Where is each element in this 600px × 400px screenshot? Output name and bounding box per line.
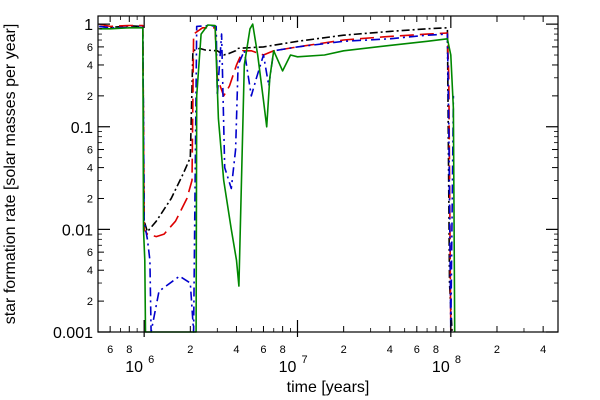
x-minor-tick-label: 2	[187, 344, 193, 356]
x-minor-tick-label: 6	[107, 344, 113, 356]
y-tick-label: 0.001	[53, 325, 93, 342]
series-line-1	[99, 25, 453, 333]
x-minor-tick-label: 8	[433, 344, 439, 356]
tick-marks-group	[97, 16, 558, 337]
x-tick-label-exponent: 6	[148, 354, 154, 366]
x-minor-tick-label: 8	[280, 344, 286, 356]
y-axis-label: star formation rate [solar masses per ye…	[2, 24, 19, 325]
x-tick-label-base: 10	[432, 359, 450, 376]
x-minor-tick-label: 8	[126, 344, 132, 356]
y-tick-label: 0.1	[71, 120, 93, 137]
tick-labels-group: 1 0.1 0.01 0.001 6 4 2 6 4 2 6 4 2 10 6 10 7 10 8 6 8 2 4 6 8 2 4 6…	[53, 17, 546, 376]
plot-series-group	[99, 23, 456, 333]
series-line-2	[99, 23, 452, 333]
series-line-4	[99, 23, 456, 333]
y-minor-tick-label: 2	[87, 91, 93, 103]
y-minor-tick-label: 4	[87, 60, 93, 72]
y-minor-tick-label: 2	[87, 193, 93, 205]
x-minor-tick-label: 4	[233, 344, 239, 356]
y-minor-tick-label: 4	[87, 163, 93, 175]
x-minor-tick-label: 4	[387, 344, 393, 356]
x-tick-label-exponent: 8	[455, 354, 461, 366]
y-tick-label: 1	[84, 17, 93, 34]
x-minor-tick-label: 4	[540, 344, 546, 356]
y-minor-tick-label: 6	[87, 42, 93, 54]
y-tick-label: 0.01	[62, 222, 93, 239]
series-line-3	[99, 24, 455, 333]
plot-frame	[97, 15, 559, 333]
x-minor-tick-label: 2	[494, 344, 500, 356]
x-tick-label-base: 10	[125, 359, 143, 376]
y-minor-tick-label: 4	[87, 265, 93, 277]
x-minor-tick-label: 6	[260, 344, 266, 356]
x-minor-tick-label: 6	[414, 344, 420, 356]
y-minor-tick-label: 6	[87, 145, 93, 157]
x-tick-label-base: 10	[279, 359, 297, 376]
x-tick-label-exponent: 7	[301, 354, 307, 366]
x-minor-tick-label: 2	[341, 344, 347, 356]
y-minor-tick-label: 2	[87, 296, 93, 308]
y-minor-tick-label: 6	[87, 247, 93, 259]
x-axis-label: time [years]	[287, 379, 370, 396]
